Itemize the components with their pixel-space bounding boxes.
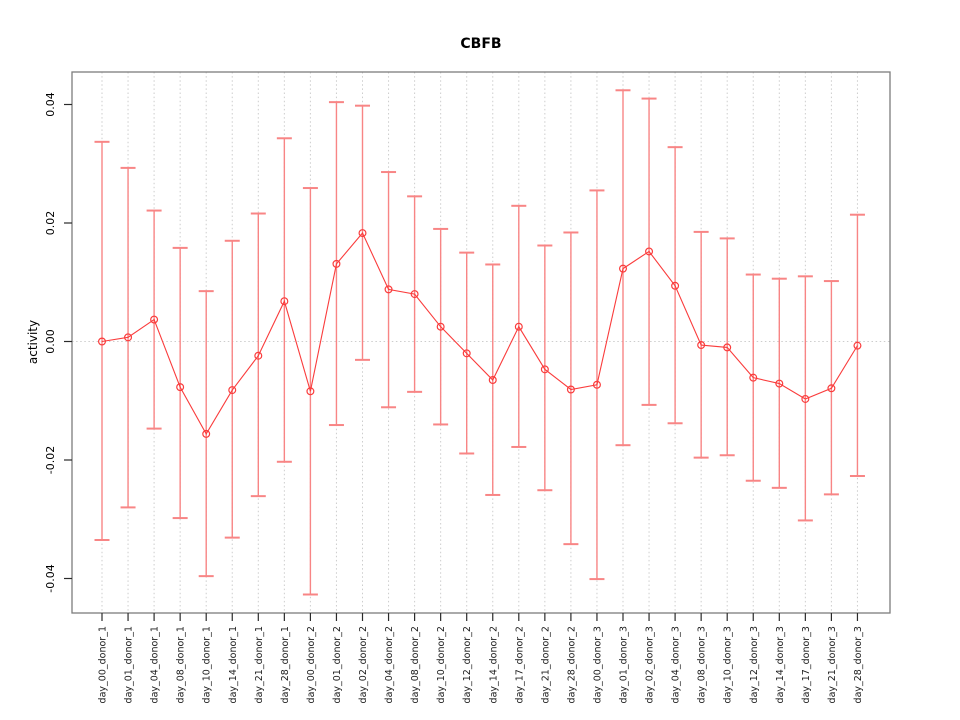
data-point bbox=[332, 259, 341, 268]
chart-title: CBFB bbox=[460, 36, 502, 52]
x-tick-label: day_08_donor_2 bbox=[410, 626, 421, 703]
data-point bbox=[853, 341, 862, 350]
x-tick-label: day_17_donor_2 bbox=[514, 626, 525, 703]
x-tick-label: day_08_donor_3 bbox=[697, 626, 708, 703]
data-point bbox=[124, 333, 133, 342]
x-tick-label: day_02_donor_3 bbox=[645, 626, 656, 703]
data-point bbox=[280, 297, 289, 306]
data-point bbox=[749, 373, 758, 382]
x-tick-label: day_28_donor_1 bbox=[280, 626, 291, 703]
data-point bbox=[566, 385, 575, 394]
x-tick-label: day_04_donor_2 bbox=[384, 626, 395, 703]
x-tick-label: day_10_donor_2 bbox=[436, 626, 447, 703]
y-tick-label: 0.02 bbox=[44, 211, 57, 236]
data-point bbox=[645, 247, 654, 256]
x-tick-label: day_00_donor_2 bbox=[306, 626, 317, 703]
x-tick-label: day_14_donor_2 bbox=[488, 626, 499, 703]
x-tick-label: day_01_donor_1 bbox=[124, 626, 135, 703]
plot-border bbox=[71, 71, 891, 614]
x-tick-label: day_21_donor_2 bbox=[540, 626, 551, 703]
data-point bbox=[671, 281, 680, 290]
data-point bbox=[801, 394, 810, 403]
data-point bbox=[384, 285, 393, 294]
data-point bbox=[592, 380, 601, 389]
x-tick-label: day_17_donor_3 bbox=[801, 626, 812, 703]
data-point bbox=[540, 365, 549, 374]
data-point bbox=[462, 349, 471, 358]
data-point bbox=[618, 264, 627, 273]
data-point bbox=[202, 429, 211, 438]
data-point bbox=[410, 290, 419, 299]
x-tick-label: day_14_donor_1 bbox=[228, 626, 239, 703]
data-point bbox=[306, 387, 315, 396]
x-tick-label: day_21_donor_3 bbox=[827, 626, 838, 703]
data-point bbox=[488, 376, 497, 385]
data-point bbox=[150, 315, 159, 324]
x-tick-label: day_01_donor_2 bbox=[332, 626, 343, 703]
x-tick-label: day_12_donor_3 bbox=[749, 626, 760, 703]
data-point bbox=[97, 337, 106, 346]
y-tick-label: 0.04 bbox=[44, 92, 57, 117]
x-tick-label: day_00_donor_3 bbox=[592, 626, 603, 703]
series-line bbox=[101, 232, 858, 436]
data-point bbox=[436, 322, 445, 331]
x-tick-label: day_21_donor_1 bbox=[254, 626, 265, 703]
data-point bbox=[228, 386, 237, 395]
data-point bbox=[176, 383, 185, 392]
y-tick-label: -0.04 bbox=[44, 564, 57, 592]
x-tick-label: day_10_donor_3 bbox=[723, 626, 734, 703]
x-tick-label: day_04_donor_3 bbox=[671, 626, 682, 703]
y-tick-label: 0.00 bbox=[44, 329, 57, 354]
x-tick-label: day_08_donor_1 bbox=[176, 626, 187, 703]
data-point bbox=[514, 322, 523, 331]
x-tick-label: day_01_donor_3 bbox=[619, 626, 630, 703]
data-point bbox=[254, 351, 263, 360]
data-point bbox=[697, 341, 706, 350]
x-tick-label: day_14_donor_3 bbox=[775, 626, 786, 703]
x-tick-label: day_28_donor_3 bbox=[853, 626, 864, 703]
data-point bbox=[775, 379, 784, 388]
y-tick-label: -0.02 bbox=[44, 446, 57, 474]
data-point bbox=[827, 384, 836, 393]
x-tick-label: day_00_donor_1 bbox=[98, 626, 109, 703]
x-tick-label: day_04_donor_1 bbox=[150, 626, 161, 703]
x-tick-label: day_28_donor_2 bbox=[566, 626, 577, 703]
x-tick-label: day_12_donor_2 bbox=[462, 626, 473, 703]
x-tick-label: day_02_donor_2 bbox=[358, 626, 369, 703]
data-point bbox=[723, 343, 732, 352]
x-tick-label: day_10_donor_1 bbox=[202, 626, 213, 703]
data-point bbox=[358, 229, 367, 238]
